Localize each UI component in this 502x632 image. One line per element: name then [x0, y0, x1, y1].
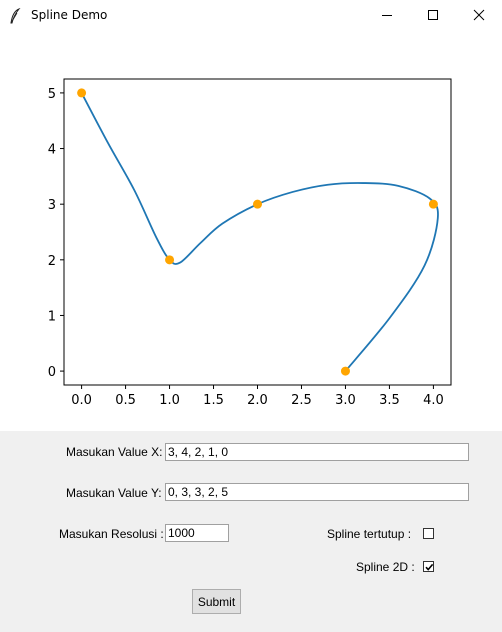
control-point: [340, 366, 350, 376]
y-tick-label: 4: [48, 143, 56, 158]
y-tick-label: 0: [48, 365, 56, 380]
close-button[interactable]: [456, 0, 502, 31]
x-tick-label: 3.5: [379, 393, 400, 408]
y-tick-label: 1: [48, 309, 56, 324]
x-tick-label: 1.0: [159, 393, 180, 408]
minimize-button[interactable]: [364, 0, 410, 31]
spline-chart: 0.0 0.5 1.0 1.5 2.0 2.5 3.0 3.5 4.0 0 1 2 3 4 5: [48, 78, 452, 408]
y-tick-label: 3: [48, 198, 56, 213]
control-point: [77, 88, 87, 98]
y-tick-label: 2: [48, 254, 56, 269]
input-panel: Masukan Value X: 3, 4, 2, 1, 0 Masukan V…: [0, 431, 502, 632]
x-tick-label: 0.5: [115, 393, 136, 408]
control-point: [428, 199, 438, 209]
maximize-button[interactable]: [410, 0, 456, 31]
close-icon: [473, 9, 485, 21]
resolution-input[interactable]: 1000: [165, 524, 229, 542]
closed-spline-checkbox[interactable]: [423, 528, 434, 539]
control-point: [165, 255, 175, 265]
maximize-icon: [428, 10, 438, 20]
value-y-input[interactable]: 0, 3, 3, 2, 5: [165, 483, 469, 501]
value-x-input[interactable]: 3, 4, 2, 1, 0: [165, 443, 469, 461]
x-tick-label: 4.0: [423, 393, 444, 408]
resolution-label: Masukan Resolusi :: [59, 527, 164, 541]
y-tick-label: 5: [48, 87, 56, 102]
spline-2d-checkbox[interactable]: [423, 561, 434, 572]
x-tick-label: 2.5: [291, 393, 312, 408]
spline-curve: [80, 92, 439, 372]
title-bar: Spline Demo: [0, 0, 502, 31]
x-tick-label: 3.0: [335, 393, 356, 408]
feather-icon: [10, 8, 21, 24]
x-tick-label: 1.5: [203, 393, 224, 408]
closed-spline-label: Spline tertutup :: [327, 527, 412, 541]
control-point: [253, 199, 262, 209]
plot-frame: [63, 78, 452, 386]
x-tick-label: 0.0: [71, 393, 92, 408]
plot-canvas: 0.0 0.5 1.0 1.5 2.0 2.5 3.0 3.5 4.0 0 1 2 3 4 5: [0, 31, 502, 431]
value-y-label: Masukan Value Y:: [66, 486, 162, 500]
minimize-icon: [382, 15, 392, 16]
spline-2d-label: Spline 2D :: [356, 560, 415, 574]
value-x-label: Masukan Value X:: [66, 445, 163, 459]
x-tick-label: 2.0: [247, 393, 268, 408]
checkmark-icon: [425, 563, 434, 571]
submit-button[interactable]: Submit: [192, 589, 241, 614]
window-title: Spline Demo: [31, 8, 108, 22]
